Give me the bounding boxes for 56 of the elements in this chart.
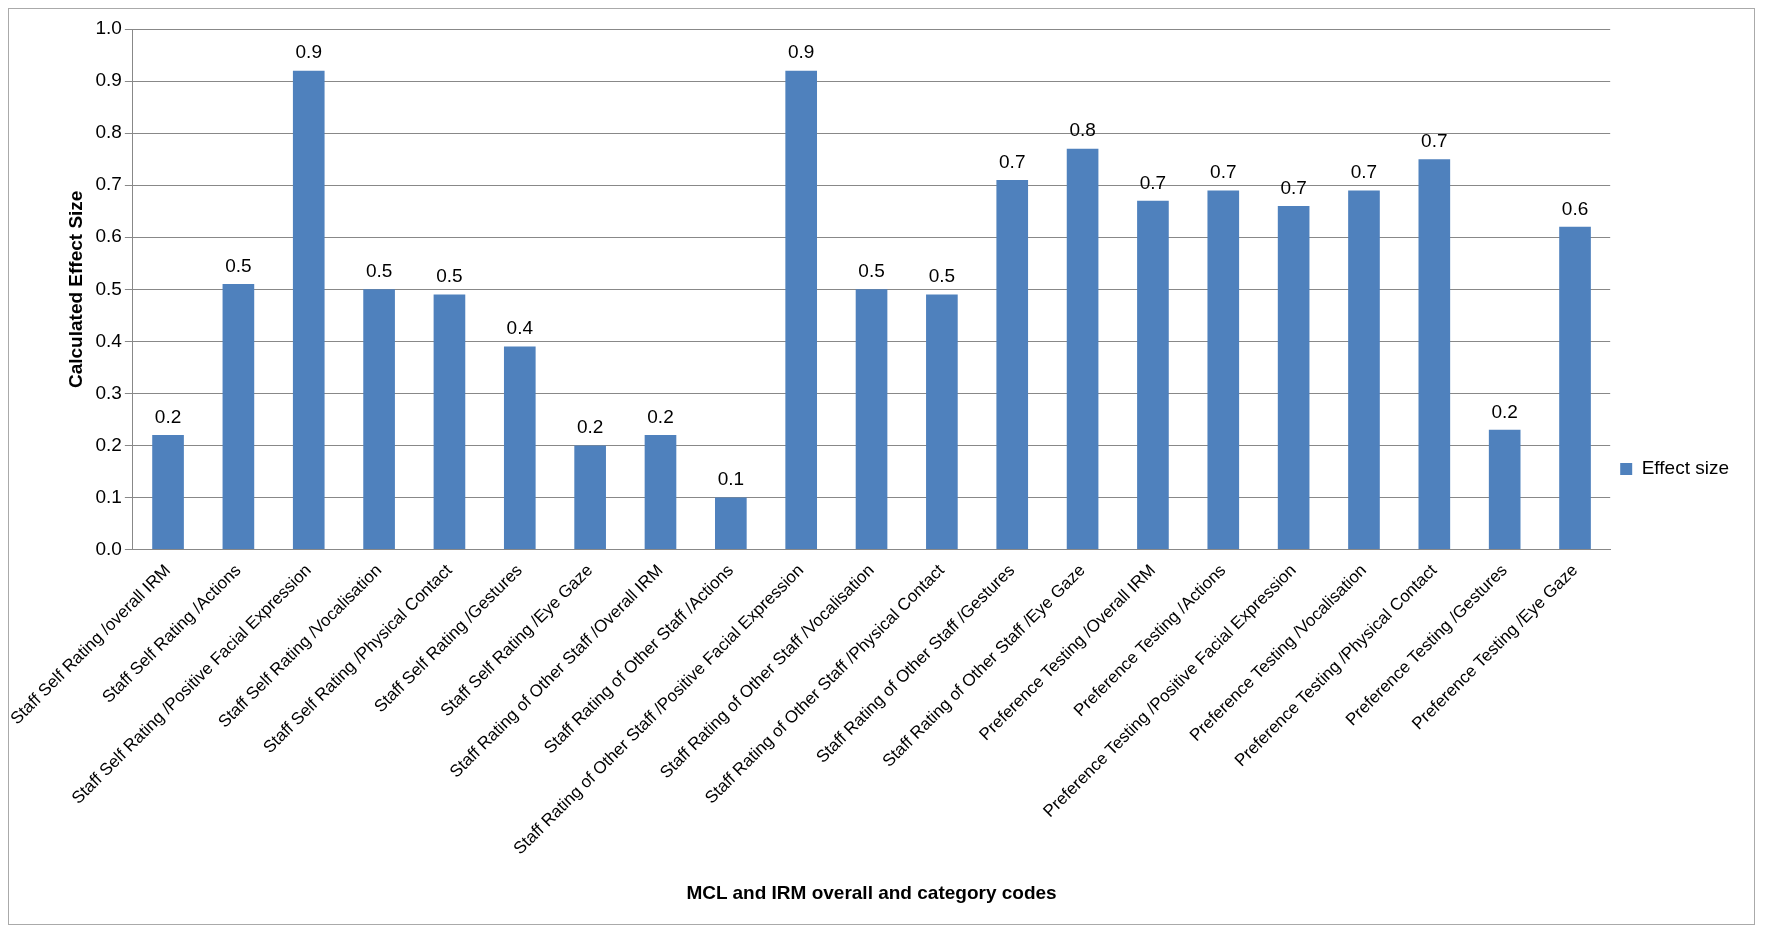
data-label: 0.7 <box>1139 171 1167 193</box>
y-tick-label: 0.3 <box>95 381 122 403</box>
data-label: 0.5 <box>225 254 252 276</box>
y-tick-label: 0.2 <box>95 433 122 455</box>
bar <box>1559 226 1591 550</box>
bar <box>715 497 747 550</box>
bar <box>1418 159 1451 550</box>
data-label: 0.5 <box>365 260 393 282</box>
bar <box>1137 200 1169 550</box>
data-label: 0.2 <box>154 405 182 427</box>
data-label: 0.9 <box>295 41 322 63</box>
data-label: 0.2 <box>1491 400 1518 422</box>
y-tick-label: 0.0 <box>95 537 122 559</box>
y-tick-label: 0.7 <box>95 173 122 195</box>
y-tick-label: 0.8 <box>95 121 122 143</box>
y-tick-label: 0.6 <box>95 225 122 247</box>
data-label: 0.2 <box>647 405 674 427</box>
bar <box>363 289 395 550</box>
bar <box>292 70 325 550</box>
bar <box>222 284 255 550</box>
data-label: 0.9 <box>787 41 815 63</box>
data-label: 0.7 <box>999 150 1026 172</box>
data-label: 0.2 <box>576 416 604 438</box>
bar <box>644 435 677 550</box>
bar <box>1207 190 1240 550</box>
y-tick-label: 0.4 <box>95 329 123 351</box>
bar <box>926 294 958 550</box>
bar <box>433 294 466 550</box>
y-axis-title: Calculated Effect Size <box>65 190 87 389</box>
bar <box>503 346 536 550</box>
legend-label: Effect size <box>1641 457 1730 479</box>
y-tick-label: 1.0 <box>95 17 122 39</box>
data-label: 0.5 <box>858 260 885 282</box>
bar <box>785 70 818 550</box>
data-label: 0.5 <box>928 265 956 287</box>
y-tick-label: 0.1 <box>95 485 122 507</box>
data-label: 0.7 <box>1210 161 1237 183</box>
y-tick-label: 0.9 <box>95 69 122 91</box>
data-label: 0.7 <box>1421 129 1448 151</box>
bar <box>1348 190 1380 550</box>
bar <box>152 435 184 550</box>
bar <box>855 289 888 550</box>
bar <box>1488 429 1521 550</box>
bar <box>996 179 1029 550</box>
data-label: 0.8 <box>1069 119 1096 141</box>
y-tick-label: 0.5 <box>95 277 122 299</box>
data-label: 0.7 <box>1280 176 1307 198</box>
data-label: 0.6 <box>1561 197 1589 219</box>
bar <box>574 445 606 550</box>
bar <box>1066 148 1099 550</box>
bar <box>1277 206 1310 550</box>
data-label: 0.7 <box>1350 161 1378 183</box>
data-label: 0.1 <box>717 468 745 490</box>
data-label: 0.4 <box>506 317 534 339</box>
x-axis-title: MCL and IRM overall and category codes <box>686 881 1057 903</box>
data-label: 0.5 <box>436 265 463 287</box>
